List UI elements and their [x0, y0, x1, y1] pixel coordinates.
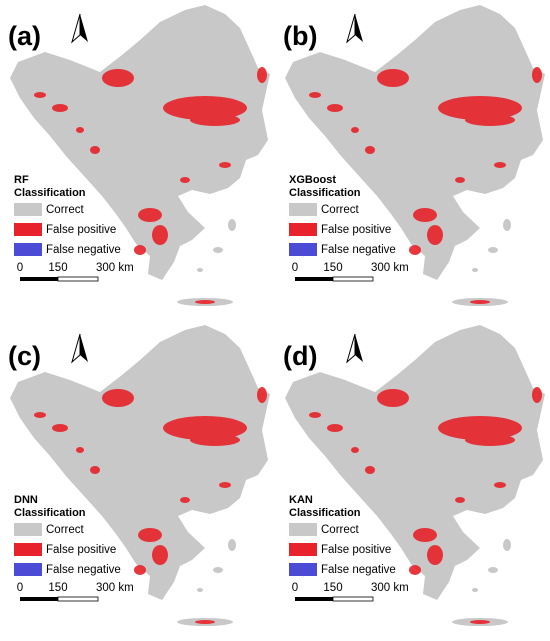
legend-title: Classification [14, 507, 86, 519]
scale-label: 300 km [371, 582, 409, 594]
legend-swatch [289, 523, 317, 536]
panel-label: (b) [283, 21, 317, 51]
scale-label: 150 [48, 262, 67, 274]
north-arrow [346, 13, 364, 43]
scale-label: 0 [17, 582, 23, 594]
legend-swatch [289, 543, 317, 556]
scale-bar [20, 277, 58, 281]
map [10, 325, 270, 626]
map [285, 325, 545, 626]
legend-model: XGBoost [289, 174, 336, 186]
legend-label: Correct [321, 204, 360, 216]
legend-label: Correct [321, 524, 360, 536]
legend-swatch [14, 243, 42, 256]
north-arrow [346, 333, 364, 363]
scale-label: 150 [323, 262, 342, 274]
scale-bar [295, 277, 333, 281]
scale-label: 300 km [96, 582, 134, 594]
legend-label: False negative [321, 564, 396, 576]
legend-swatch [289, 243, 317, 256]
legend-swatch [289, 203, 317, 216]
legend-swatch [14, 563, 42, 576]
legend-label: False negative [46, 564, 121, 576]
scale-label: 300 km [96, 262, 134, 274]
legend-label: False positive [321, 544, 391, 556]
legend-swatch [14, 543, 42, 556]
scale-bar [332, 276, 374, 282]
legend-model: RF [14, 174, 29, 186]
legend-swatch [289, 563, 317, 576]
map [10, 5, 270, 306]
scale-bar [57, 276, 99, 282]
legend-label: False positive [46, 224, 116, 236]
scale-bar [57, 596, 99, 602]
scale-bar [20, 597, 58, 601]
scale-bar [295, 597, 333, 601]
map [285, 5, 545, 306]
panel-label: (c) [8, 341, 41, 371]
scale-label: 0 [17, 262, 23, 274]
legend-label: False positive [321, 224, 391, 236]
legend-title: Classification [14, 187, 86, 199]
legend-swatch [14, 223, 42, 236]
scale-label: 0 [292, 262, 298, 274]
north-arrow [71, 13, 89, 43]
scale-label: 150 [323, 582, 342, 594]
north-arrow [71, 333, 89, 363]
legend-label: False negative [46, 244, 121, 256]
legend-label: Correct [46, 524, 85, 536]
legend-label: Correct [46, 204, 85, 216]
legend-title: Classification [289, 187, 361, 199]
legend-title: Classification [289, 507, 361, 519]
scale-label: 300 km [371, 262, 409, 274]
scale-label: 0 [292, 582, 298, 594]
panel-label: (a) [8, 21, 41, 51]
legend-swatch [289, 223, 317, 236]
legend-swatch [14, 203, 42, 216]
scale-label: 150 [48, 582, 67, 594]
legend-swatch [14, 523, 42, 536]
legend-label: False negative [321, 244, 396, 256]
legend-label: False positive [46, 544, 116, 556]
panel-label: (d) [283, 341, 317, 371]
scale-bar [332, 596, 374, 602]
legend-model: DNN [14, 494, 38, 506]
legend-model: KAN [289, 494, 313, 506]
